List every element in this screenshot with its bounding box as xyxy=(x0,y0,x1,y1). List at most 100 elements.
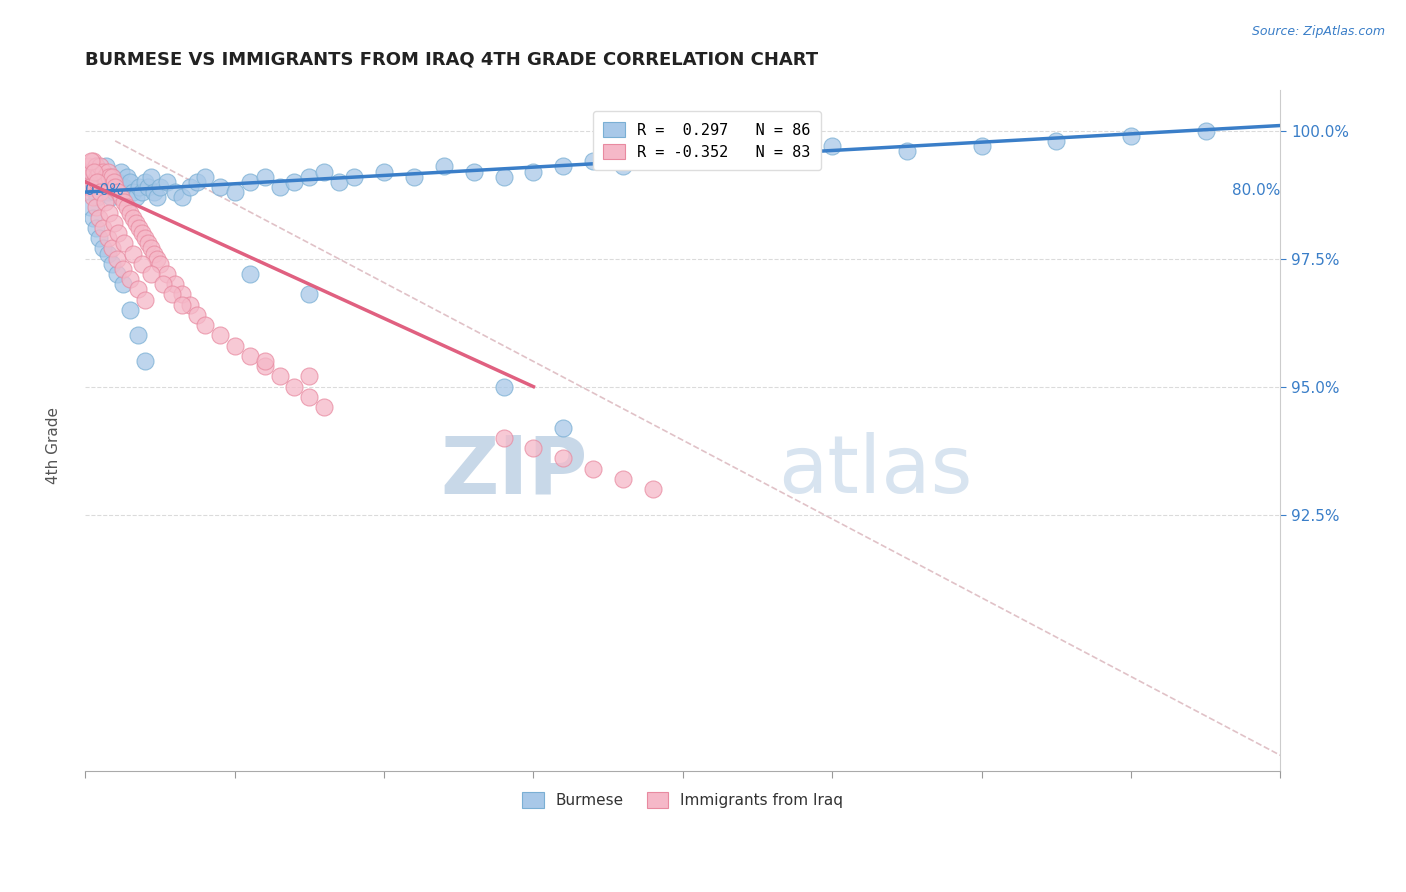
Point xyxy=(134,175,156,189)
Point xyxy=(143,246,166,260)
Point xyxy=(105,252,128,266)
Point xyxy=(86,169,108,184)
Point xyxy=(89,185,111,199)
Point xyxy=(82,154,104,169)
Point xyxy=(156,175,179,189)
Point xyxy=(120,302,142,317)
Point xyxy=(97,246,120,260)
Point xyxy=(152,277,174,292)
Point xyxy=(110,164,132,178)
Point xyxy=(115,201,138,215)
Point xyxy=(553,451,575,466)
Point xyxy=(96,160,118,174)
Point xyxy=(77,175,100,189)
Point xyxy=(120,272,142,286)
Point xyxy=(239,349,262,363)
Point xyxy=(612,472,634,486)
Point xyxy=(156,267,179,281)
Point xyxy=(149,180,172,194)
Point xyxy=(172,287,194,301)
Point xyxy=(84,221,107,235)
Point xyxy=(672,149,695,163)
Point xyxy=(253,354,276,368)
Point xyxy=(103,216,125,230)
Point xyxy=(104,185,127,199)
Point xyxy=(172,298,194,312)
Point xyxy=(136,236,159,251)
Point xyxy=(100,190,122,204)
Point xyxy=(101,257,124,271)
Point xyxy=(98,205,121,219)
Point xyxy=(522,164,544,178)
Point xyxy=(93,195,115,210)
Point xyxy=(91,164,114,178)
Text: 80.0%: 80.0% xyxy=(1232,183,1281,198)
Point xyxy=(136,180,159,194)
Point xyxy=(179,298,201,312)
Point xyxy=(105,267,128,281)
Point xyxy=(186,175,208,189)
Point xyxy=(84,160,107,174)
Point xyxy=(208,180,231,194)
Point xyxy=(143,185,166,199)
Point xyxy=(96,175,118,189)
Legend: Burmese, Immigrants from Iraq: Burmese, Immigrants from Iraq xyxy=(516,786,849,814)
Point xyxy=(492,431,515,445)
Point xyxy=(90,175,112,189)
Point xyxy=(120,205,142,219)
Point xyxy=(127,328,149,343)
Point xyxy=(86,175,108,189)
Point xyxy=(283,175,305,189)
Point xyxy=(492,169,515,184)
Point xyxy=(328,175,350,189)
Point xyxy=(107,175,129,189)
Point xyxy=(125,190,148,204)
Point xyxy=(433,160,456,174)
Point xyxy=(104,180,127,194)
Point xyxy=(122,185,145,199)
Point xyxy=(103,175,125,189)
Point xyxy=(87,211,110,225)
Point xyxy=(87,164,110,178)
Point xyxy=(98,175,121,189)
Point xyxy=(314,164,336,178)
Point xyxy=(110,190,132,204)
Point xyxy=(163,277,186,292)
Point xyxy=(641,482,664,496)
Point xyxy=(1195,123,1218,137)
Point xyxy=(79,180,101,194)
Point xyxy=(80,185,103,199)
Point xyxy=(139,241,162,255)
Point xyxy=(224,185,246,199)
Point xyxy=(134,293,156,307)
Point xyxy=(160,287,183,301)
Point xyxy=(1045,134,1067,148)
Point xyxy=(146,190,169,204)
Point xyxy=(86,190,108,204)
Point xyxy=(91,169,114,184)
Point xyxy=(93,180,115,194)
Point xyxy=(79,164,101,178)
Point xyxy=(112,180,135,194)
Point xyxy=(747,149,769,163)
Point xyxy=(1119,128,1142,143)
Point xyxy=(111,261,134,276)
Text: Source: ZipAtlas.com: Source: ZipAtlas.com xyxy=(1251,25,1385,38)
Point xyxy=(314,400,336,414)
Point xyxy=(373,164,395,178)
Text: 4th Grade: 4th Grade xyxy=(46,408,60,484)
Point xyxy=(582,461,605,475)
Point xyxy=(821,139,844,153)
Point xyxy=(139,169,162,184)
Point xyxy=(269,369,291,384)
Point xyxy=(582,154,605,169)
Point xyxy=(522,441,544,455)
Point xyxy=(120,175,142,189)
Point xyxy=(149,257,172,271)
Point xyxy=(83,175,105,189)
Point xyxy=(128,221,150,235)
Point xyxy=(134,231,156,245)
Point xyxy=(89,185,111,199)
Point xyxy=(101,169,124,184)
Point xyxy=(79,201,101,215)
